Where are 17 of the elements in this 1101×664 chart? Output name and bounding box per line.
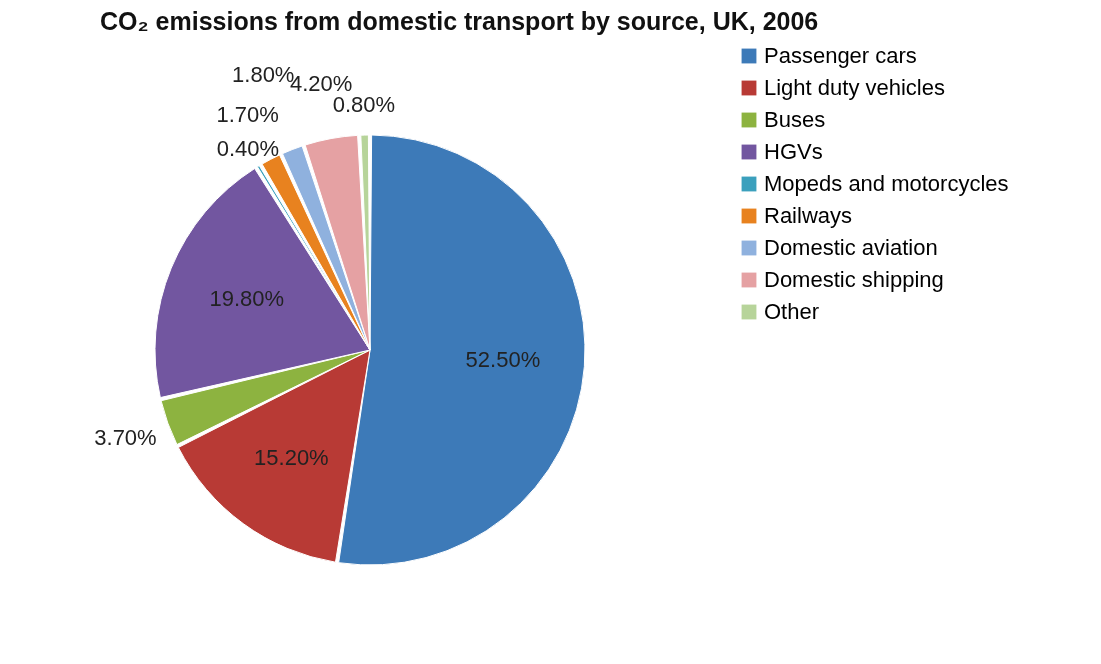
legend-label: Buses	[764, 107, 826, 132]
data-label: 0.40%	[216, 136, 280, 162]
data-label: 19.80%	[209, 286, 285, 312]
legend-label: Other	[764, 299, 820, 324]
legend-label: Railways	[764, 203, 853, 228]
data-label: 52.50%	[465, 347, 541, 373]
chart-title: CO₂ emissions from domestic transport by source, UK, 2006	[100, 7, 819, 35]
legend-label: Domestic aviation	[764, 235, 938, 260]
legend-label: Light duty vehicles	[764, 75, 945, 100]
data-label: 1.70%	[216, 101, 279, 127]
legend-label: HGVs	[764, 139, 823, 164]
data-label: 0.80%	[332, 92, 396, 118]
data-label: 15.20%	[254, 444, 329, 470]
data-label: 3.70%	[94, 425, 157, 451]
legend-label: Domestic shipping	[764, 267, 944, 292]
legend-label: Passenger cars	[764, 43, 917, 68]
legend-label: Mopeds and motorcycles	[764, 171, 1009, 196]
